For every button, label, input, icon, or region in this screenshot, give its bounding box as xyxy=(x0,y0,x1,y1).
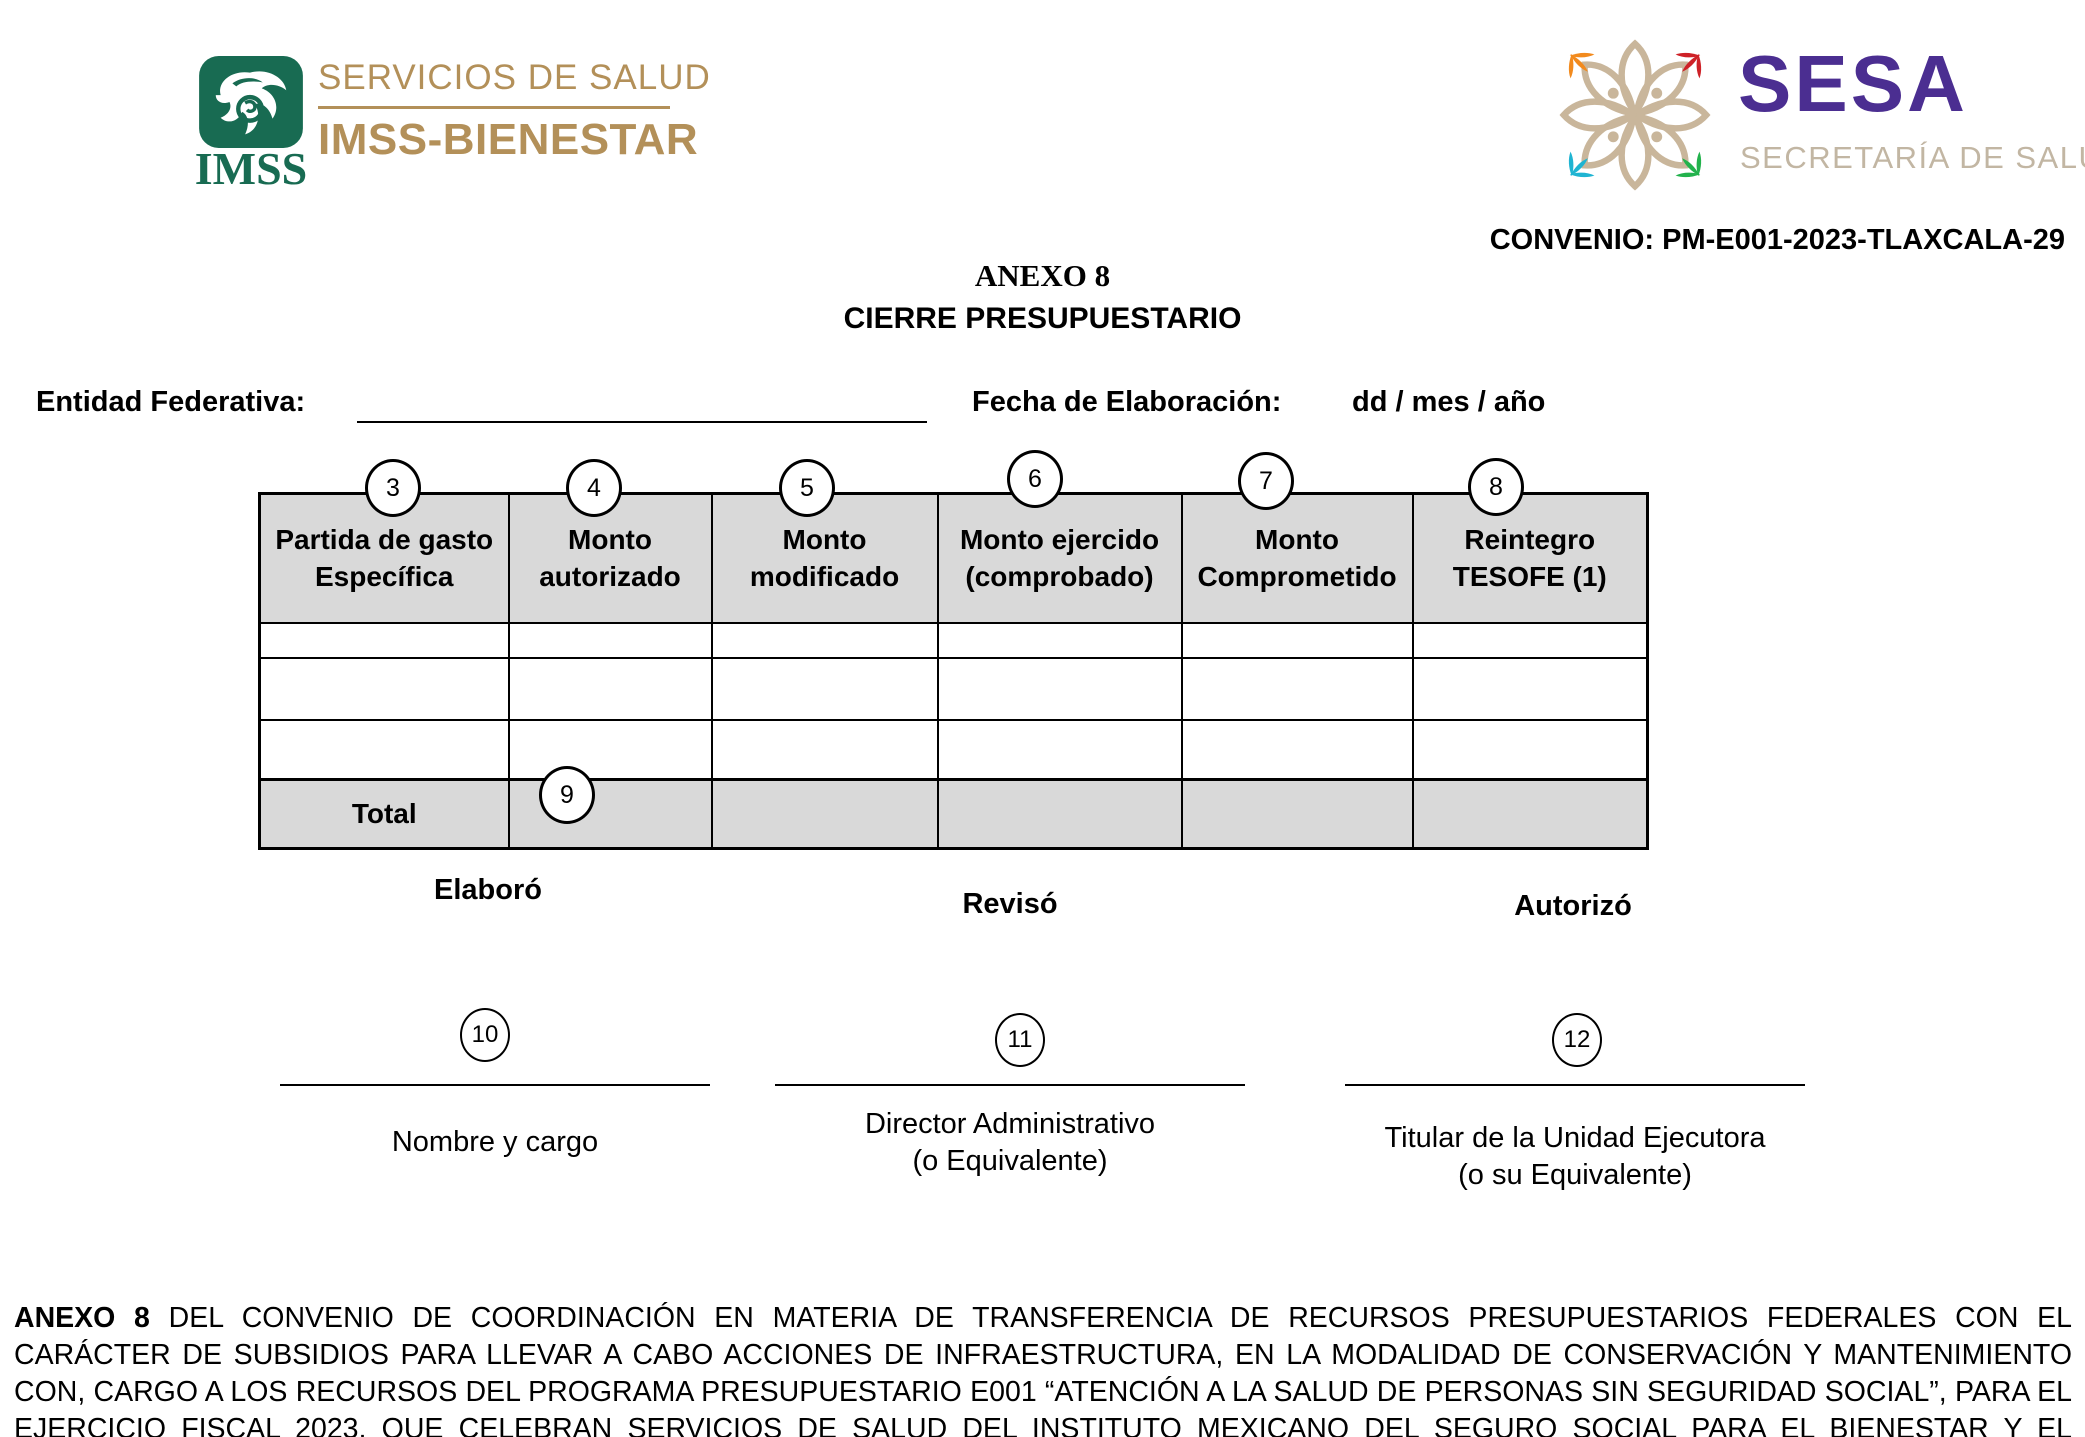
table-row xyxy=(258,621,1649,659)
document-title: ANEXO 8 CIERRE PRESUPUESTARIO xyxy=(0,258,2085,336)
table-cell xyxy=(1411,656,1649,721)
table-cell xyxy=(1180,718,1414,781)
table-cell xyxy=(936,656,1183,721)
imss-bienestar-brand: SERVICIOS DE SALUD IMSS-BIENESTAR xyxy=(318,58,711,165)
brand-divider xyxy=(318,106,670,109)
brand-line-servicios: SERVICIOS DE SALUD xyxy=(318,58,711,97)
title-anexo: ANEXO 8 xyxy=(974,258,1111,293)
table-cell xyxy=(258,621,510,659)
sig-label-director-administrativo: Director Administrativo (o Equivalente) xyxy=(864,1108,1156,1177)
callout-3: 3 xyxy=(365,459,421,517)
signature-line-elaboro xyxy=(280,1084,710,1086)
table-row xyxy=(258,656,1649,721)
col-header-partida: Partida de gasto Específica xyxy=(258,492,510,624)
callout-10: 10 xyxy=(460,1008,510,1062)
sig-heading-reviso: Revisó xyxy=(962,888,1058,920)
callout-12: 12 xyxy=(1552,1013,1602,1067)
signature-line-reviso xyxy=(775,1084,1245,1086)
entidad-federativa-blank-line xyxy=(357,421,927,423)
table-row xyxy=(258,718,1649,781)
total-cell xyxy=(1180,778,1414,850)
footer-legal-text: ANEXO 8 DEL CONVENIO DE COORDINACIÓN EN … xyxy=(14,1300,2072,1437)
fecha-elaboracion-format: dd / mes / año xyxy=(1352,386,1546,418)
sesa-logo-text: SESA xyxy=(1738,39,1968,128)
sesa-subtitle: SECRETARÍA DE SALUD xyxy=(1740,140,2085,175)
table-cell xyxy=(507,656,713,721)
callout-11: 11 xyxy=(995,1013,1045,1067)
col-header-monto-modificado: Monto modificado xyxy=(710,492,939,624)
total-cell xyxy=(1411,778,1649,850)
table-cell xyxy=(936,621,1183,659)
callout-6: 6 xyxy=(1007,450,1063,508)
table-total-row: Total xyxy=(258,778,1649,850)
callout-9: 9 xyxy=(539,766,595,824)
fecha-elaboracion-label: Fecha de Elaboración: xyxy=(972,386,1282,418)
entidad-federativa-label: Entidad Federativa: xyxy=(36,386,306,418)
col-header-monto-ejercido: Monto ejercido (comprobado) xyxy=(936,492,1183,624)
col-header-monto-comprometido: Monto Comprometido xyxy=(1180,492,1414,624)
callout-4: 4 xyxy=(566,459,622,517)
sig-label-nombre-cargo: Nombre y cargo xyxy=(391,1126,599,1158)
imss-logo-text: IMSS xyxy=(194,143,308,194)
callout-7: 7 xyxy=(1238,452,1294,510)
col-header-monto-autorizado: Monto autorizado xyxy=(507,492,713,624)
table-cell xyxy=(258,656,510,721)
callout-8: 8 xyxy=(1468,458,1524,516)
budget-table: Partida de gasto Específica Monto autoriza… xyxy=(258,492,1649,850)
sig-heading-autorizo: Autorizó xyxy=(1514,890,1632,922)
footer-anexo-prefix: ANEXO 8 xyxy=(14,1302,150,1334)
title-cierre: CIERRE PRESUPUESTARIO xyxy=(843,302,1242,335)
total-label-cell: Total xyxy=(258,778,510,850)
total-cell xyxy=(710,778,939,850)
table-cell xyxy=(507,621,713,659)
table-cell xyxy=(710,718,939,781)
sesa-flower-icon xyxy=(1546,26,1724,204)
brand-line-imss-bienestar: IMSS-BIENESTAR xyxy=(318,115,699,164)
footer-body-text: DEL CONVENIO DE COORDINACIÓN EN MATERIA … xyxy=(14,1302,2072,1437)
table-cell xyxy=(1411,718,1649,781)
table-header-row: Partida de gasto Específica Monto autoriza… xyxy=(258,492,1649,624)
table-cell xyxy=(710,656,939,721)
table-cell xyxy=(710,621,939,659)
signature-line-autorizo xyxy=(1345,1084,1805,1086)
imss-eagle-icon xyxy=(198,56,304,150)
sig-label-titular-unidad: Titular de la Unidad Ejecutora (o su Equ… xyxy=(1384,1122,1766,1191)
sig-heading-elaboro: Elaboró xyxy=(434,874,542,906)
table-cell xyxy=(1411,621,1649,659)
table-cell xyxy=(507,718,713,781)
convenio-number: CONVENIO: PM-E001-2023-TLAXCALA-29 xyxy=(1489,224,2065,256)
table-cell xyxy=(1180,621,1414,659)
table-cell xyxy=(1180,656,1414,721)
table-cell xyxy=(936,718,1183,781)
col-header-reintegro-tesofe: Reintegro TESOFE (1) xyxy=(1411,492,1649,624)
table-cell xyxy=(258,718,510,781)
callout-5: 5 xyxy=(779,459,835,517)
total-cell xyxy=(936,778,1183,850)
